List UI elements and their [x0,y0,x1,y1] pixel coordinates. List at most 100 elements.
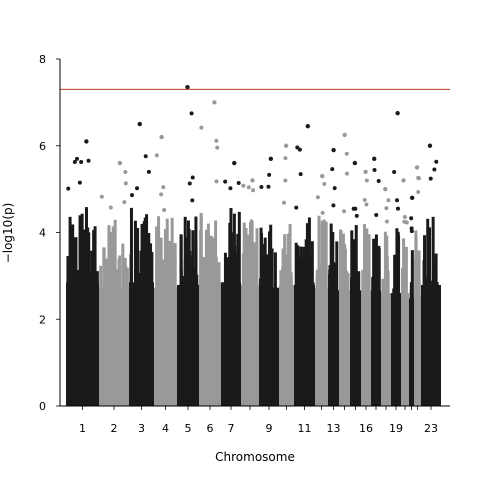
snp-column [106,300,110,406]
x-tick-label: 6 [207,422,214,435]
snp-column [102,247,106,406]
x-tick-label: 11 [298,422,312,435]
y-tick-label: 2 [39,313,46,326]
snp-column [74,237,78,406]
snp-column [165,260,169,406]
snp-column [195,283,199,406]
peak-point-chr-3 [137,121,142,127]
peak-point-chr-19 [395,111,400,116]
snp-point [266,184,271,189]
snp-point [79,159,84,164]
snp-column [268,246,272,406]
snp-column [159,237,163,406]
snp-column [136,294,140,406]
snp-point [395,206,400,211]
peak-point-chr-18 [383,186,388,192]
snp-column [381,303,385,406]
y-tick-label: 4 [39,227,46,240]
snp-column [124,265,128,406]
snp-column [229,292,233,406]
snp-column [191,256,195,406]
peak-point-chr-21 [409,195,415,200]
snp-column [210,290,214,406]
x-tick-label: 3 [138,422,145,435]
x-tick-label: 2 [111,422,118,435]
snp-column [404,303,408,406]
snp-column [415,300,419,406]
snp-column [289,275,293,406]
snp-column [80,213,84,406]
snp-column [417,263,421,406]
snp-point [374,212,379,217]
snp-point [330,167,335,172]
snp-column [409,289,413,406]
snp-point [74,156,79,161]
snp-column [294,296,298,406]
x-tick-label: 5 [185,422,192,435]
peak-point-chr-11 [305,124,311,129]
snp-column [236,244,240,406]
snp-column [228,222,232,406]
y-tick-label: 6 [39,140,46,153]
snp-point [342,209,347,214]
snp-column [394,305,398,406]
x-tick-label: 4 [162,422,169,435]
snp-point [428,176,433,181]
snp-column [150,252,154,406]
snp-column [188,250,192,406]
snp-column [354,239,358,406]
snp-point [404,220,409,225]
snp-column [201,263,205,406]
snp-point [344,151,349,156]
snp-column [231,279,235,406]
snp-column [422,262,426,406]
snp-column [95,271,99,406]
snp-column [199,284,203,406]
x-axis-label: Chromosome [215,450,295,464]
snp-column [261,256,265,406]
peak-point-chr-9 [268,156,274,161]
snp-column [117,292,121,406]
snp-point [108,205,113,210]
snp-point [190,175,195,180]
snp-column [167,295,171,406]
snp-column [255,228,259,406]
y-axis-label: −log10(p) [1,203,15,264]
snp-column [437,295,441,406]
snp-point [351,206,356,211]
x-tick-label: 7 [228,422,235,435]
snp-point [246,185,251,190]
snp-column [324,221,328,406]
snp-point [283,156,288,161]
snp-column [429,298,433,406]
y-tick-label: 8 [39,53,46,66]
peak-point-chr-5 [185,84,190,90]
snp-column [244,259,248,406]
snp-point [162,208,167,213]
peak-point-chr-4 [159,134,164,140]
snp-point [259,184,264,189]
snp-point [416,189,421,194]
snp-point [395,198,400,203]
snp-column [71,263,75,406]
snp-column [99,298,103,406]
snp-point [161,185,166,190]
snp-point [251,188,256,193]
snp-point [99,194,104,199]
snp-column [163,294,167,406]
snp-point [199,125,204,130]
peak-point-chr-8 [250,178,255,183]
snp-point [298,172,303,177]
peak-point-chr-6 [212,100,217,105]
snp-point [331,203,336,208]
snp-column [248,292,252,406]
snp-column [134,291,138,406]
y-tick-label: 0 [39,400,46,413]
snp-point [322,181,327,186]
snp-point [236,180,241,185]
snp-column [310,289,314,406]
snp-column [307,289,311,406]
snp-column [309,258,313,406]
snp-point [214,179,219,184]
snp-point [344,171,349,176]
